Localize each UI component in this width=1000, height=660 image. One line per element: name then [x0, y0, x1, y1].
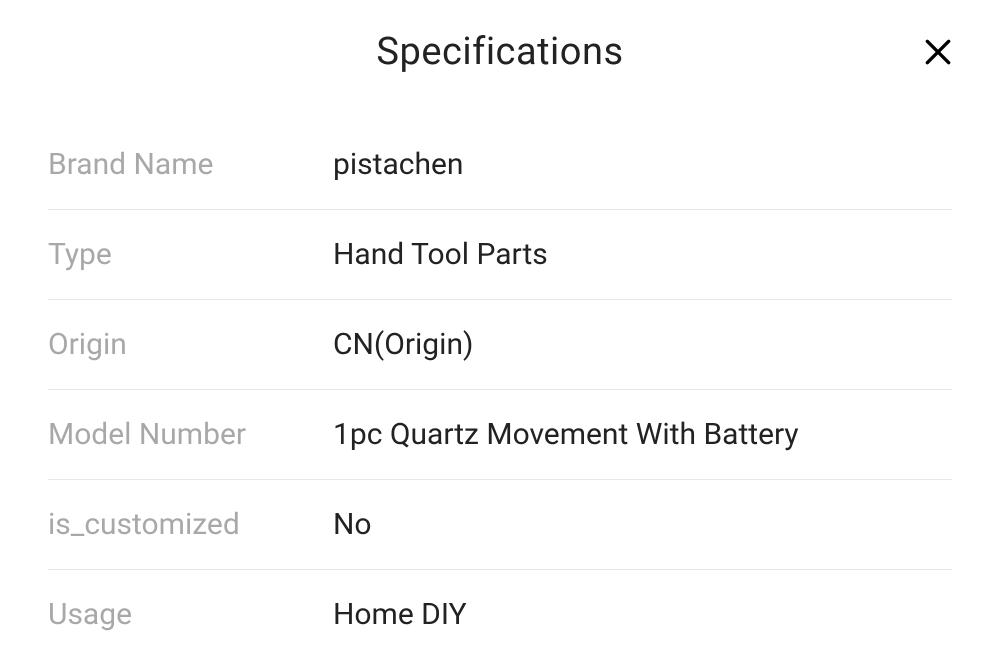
close-button[interactable]: [918, 32, 958, 72]
spec-label: Model Number: [48, 417, 333, 452]
spec-row: is_customized No: [48, 480, 952, 570]
spec-label: Usage: [48, 597, 333, 632]
spec-row: Model Number 1pc Quartz Movement With Ba…: [48, 390, 952, 480]
spec-list: Brand Name pistachen Type Hand Tool Part…: [48, 120, 952, 659]
spec-row: Type Hand Tool Parts: [48, 210, 952, 300]
spec-value: 1pc Quartz Movement With Battery: [333, 412, 799, 457]
spec-row: Origin CN(Origin): [48, 300, 952, 390]
spec-value: No: [333, 502, 372, 547]
spec-value: CN(Origin): [333, 322, 473, 367]
spec-row: Usage Home DIY: [48, 570, 952, 659]
spec-value: pistachen: [333, 142, 463, 187]
spec-label: is_customized: [48, 507, 333, 542]
modal-header: Specifications: [48, 30, 952, 74]
close-icon: [922, 36, 954, 68]
spec-label: Type: [48, 237, 333, 272]
specifications-modal: Specifications Brand Name pistachen Type…: [0, 0, 1000, 660]
modal-title: Specifications: [376, 30, 623, 74]
spec-value: Hand Tool Parts: [333, 232, 548, 277]
spec-label: Origin: [48, 327, 333, 362]
spec-label: Brand Name: [48, 147, 333, 182]
spec-value: Home DIY: [333, 592, 467, 637]
spec-row: Brand Name pistachen: [48, 120, 952, 210]
